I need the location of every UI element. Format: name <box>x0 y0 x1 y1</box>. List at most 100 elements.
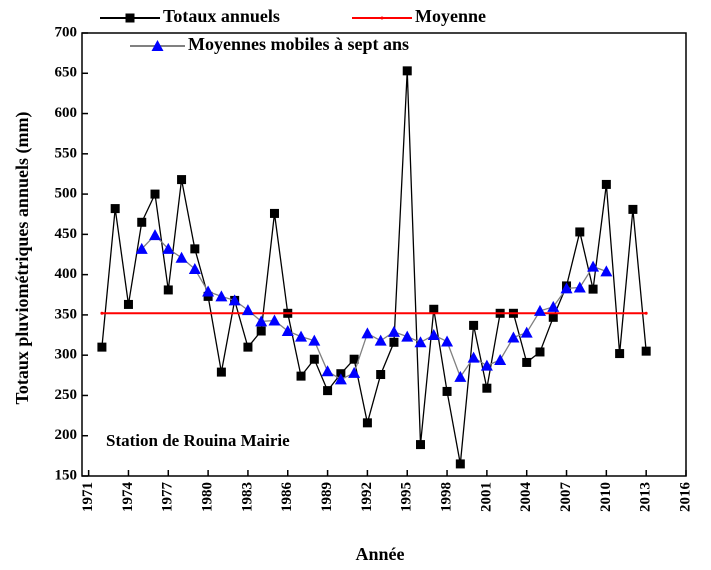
data-point <box>110 204 120 214</box>
y-tick-label: 550 <box>55 145 78 161</box>
x-tick-label: 1998 <box>438 482 454 512</box>
data-point <box>216 367 226 377</box>
data-point <box>281 325 294 337</box>
data-point <box>548 312 558 322</box>
data-point <box>268 314 281 326</box>
data-point <box>100 311 104 315</box>
y-tick-label: 600 <box>55 105 78 121</box>
x-tick-label: 2004 <box>518 482 534 513</box>
x-tick-label: 1995 <box>399 482 415 512</box>
data-point <box>376 370 386 380</box>
x-tick-label: 2010 <box>598 482 614 512</box>
data-point <box>137 217 147 227</box>
data-point <box>255 315 268 327</box>
x-tick-label: 1992 <box>359 482 375 512</box>
x-axis-label: Année <box>356 544 405 564</box>
x-tick-label: 2007 <box>558 482 574 513</box>
data-point <box>427 329 440 341</box>
y-tick-label: 500 <box>55 186 78 202</box>
data-point <box>163 285 173 295</box>
data-point <box>615 349 625 359</box>
series-line <box>101 70 647 465</box>
data-point <box>215 290 228 302</box>
data-point <box>467 351 480 363</box>
data-point <box>644 311 648 315</box>
data-point <box>256 326 266 336</box>
data-point <box>480 359 493 371</box>
data-point <box>149 229 162 241</box>
data-point <box>588 284 598 294</box>
data-point <box>441 335 454 347</box>
y-axis-label: Totaux pluviométriques annuels (mm) <box>12 112 33 405</box>
y-tick-label: 400 <box>55 266 78 282</box>
data-point <box>402 66 412 76</box>
data-point <box>202 285 215 297</box>
data-point <box>188 262 201 274</box>
data-point <box>482 383 492 393</box>
data-point <box>348 366 361 378</box>
y-tick-label: 250 <box>55 387 78 403</box>
data-point <box>309 354 319 364</box>
y-tick-label: 650 <box>55 65 78 81</box>
y-tick-label: 150 <box>55 467 78 483</box>
data-point <box>547 300 560 312</box>
data-point <box>469 320 479 330</box>
data-point <box>416 440 426 450</box>
x-tick-label: 1980 <box>200 482 216 512</box>
data-point <box>349 354 359 364</box>
data-point <box>442 386 452 396</box>
data-point <box>243 342 253 352</box>
data-point <box>601 179 611 189</box>
data-point <box>190 244 200 254</box>
x-tick-label: 1977 <box>160 482 176 513</box>
data-point <box>97 342 107 352</box>
y-tick-label: 300 <box>55 347 78 363</box>
series-line <box>141 234 607 381</box>
data-point <box>587 260 600 272</box>
data-point <box>334 373 347 385</box>
data-point <box>308 334 321 346</box>
data-point <box>494 354 507 366</box>
data-point <box>321 365 334 377</box>
legend-marker <box>125 13 135 23</box>
data-point <box>522 357 532 367</box>
y-tick-label: 200 <box>55 427 78 443</box>
data-point <box>641 346 651 356</box>
data-point <box>454 370 467 382</box>
data-point <box>362 418 372 428</box>
legend-label: Moyenne <box>415 6 486 26</box>
data-point <box>295 330 308 342</box>
legend-label: Totaux annuels <box>163 6 280 26</box>
legend-marker <box>151 40 164 51</box>
x-tick-label: 1971 <box>80 482 96 512</box>
data-point <box>600 265 613 277</box>
data-point <box>175 251 188 263</box>
data-point <box>507 331 520 343</box>
data-point <box>177 175 187 185</box>
x-tick-label: 1974 <box>120 482 136 513</box>
data-point <box>150 189 160 199</box>
legend-marker <box>380 16 384 20</box>
x-tick-label: 2013 <box>638 482 654 512</box>
data-point <box>533 304 546 316</box>
data-point <box>573 281 586 293</box>
data-point <box>535 347 545 357</box>
data-point <box>374 334 387 346</box>
data-point <box>323 386 333 396</box>
x-tick-label: 1983 <box>239 482 255 512</box>
x-tick-label: 1986 <box>279 482 295 513</box>
data-point <box>361 327 374 339</box>
data-point <box>269 208 279 218</box>
data-point <box>228 294 241 306</box>
data-point <box>429 304 439 314</box>
y-tick-label: 450 <box>55 226 78 242</box>
data-point <box>401 330 414 342</box>
legend-label: Moyennes mobiles à sept ans <box>188 34 409 54</box>
annotation: Station de Rouina Mairie <box>106 431 290 450</box>
data-point <box>520 326 533 338</box>
data-point <box>389 337 399 347</box>
data-point <box>575 227 585 237</box>
data-point <box>296 371 306 381</box>
plot-frame <box>81 32 687 477</box>
